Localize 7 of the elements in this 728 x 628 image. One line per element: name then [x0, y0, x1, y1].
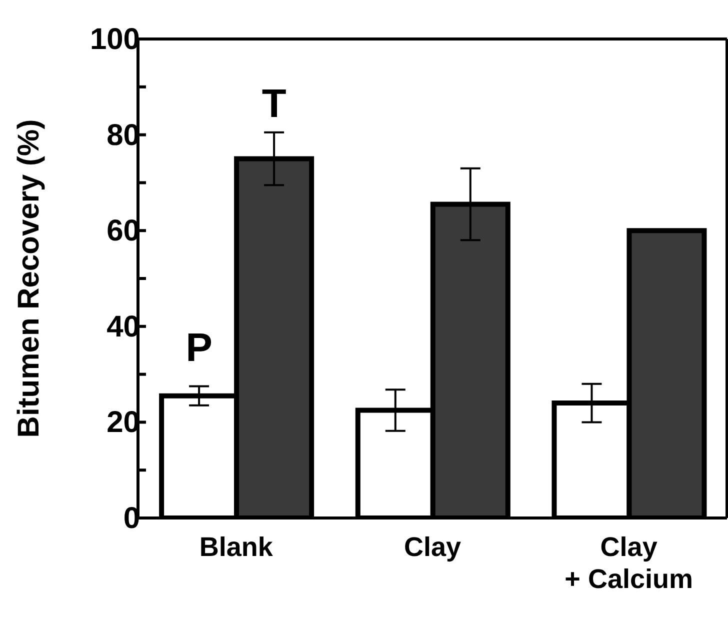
series-label: T: [262, 82, 286, 126]
series-label: P: [186, 326, 212, 370]
y-tick-label: 100: [90, 23, 140, 56]
y-axis-title: Bitumen Recovery (%): [12, 119, 46, 438]
x-tick-label: Blank: [199, 532, 274, 562]
x-tick-label: Clay: [404, 532, 462, 562]
x-tick-label: Clay + Calcium: [564, 532, 693, 594]
